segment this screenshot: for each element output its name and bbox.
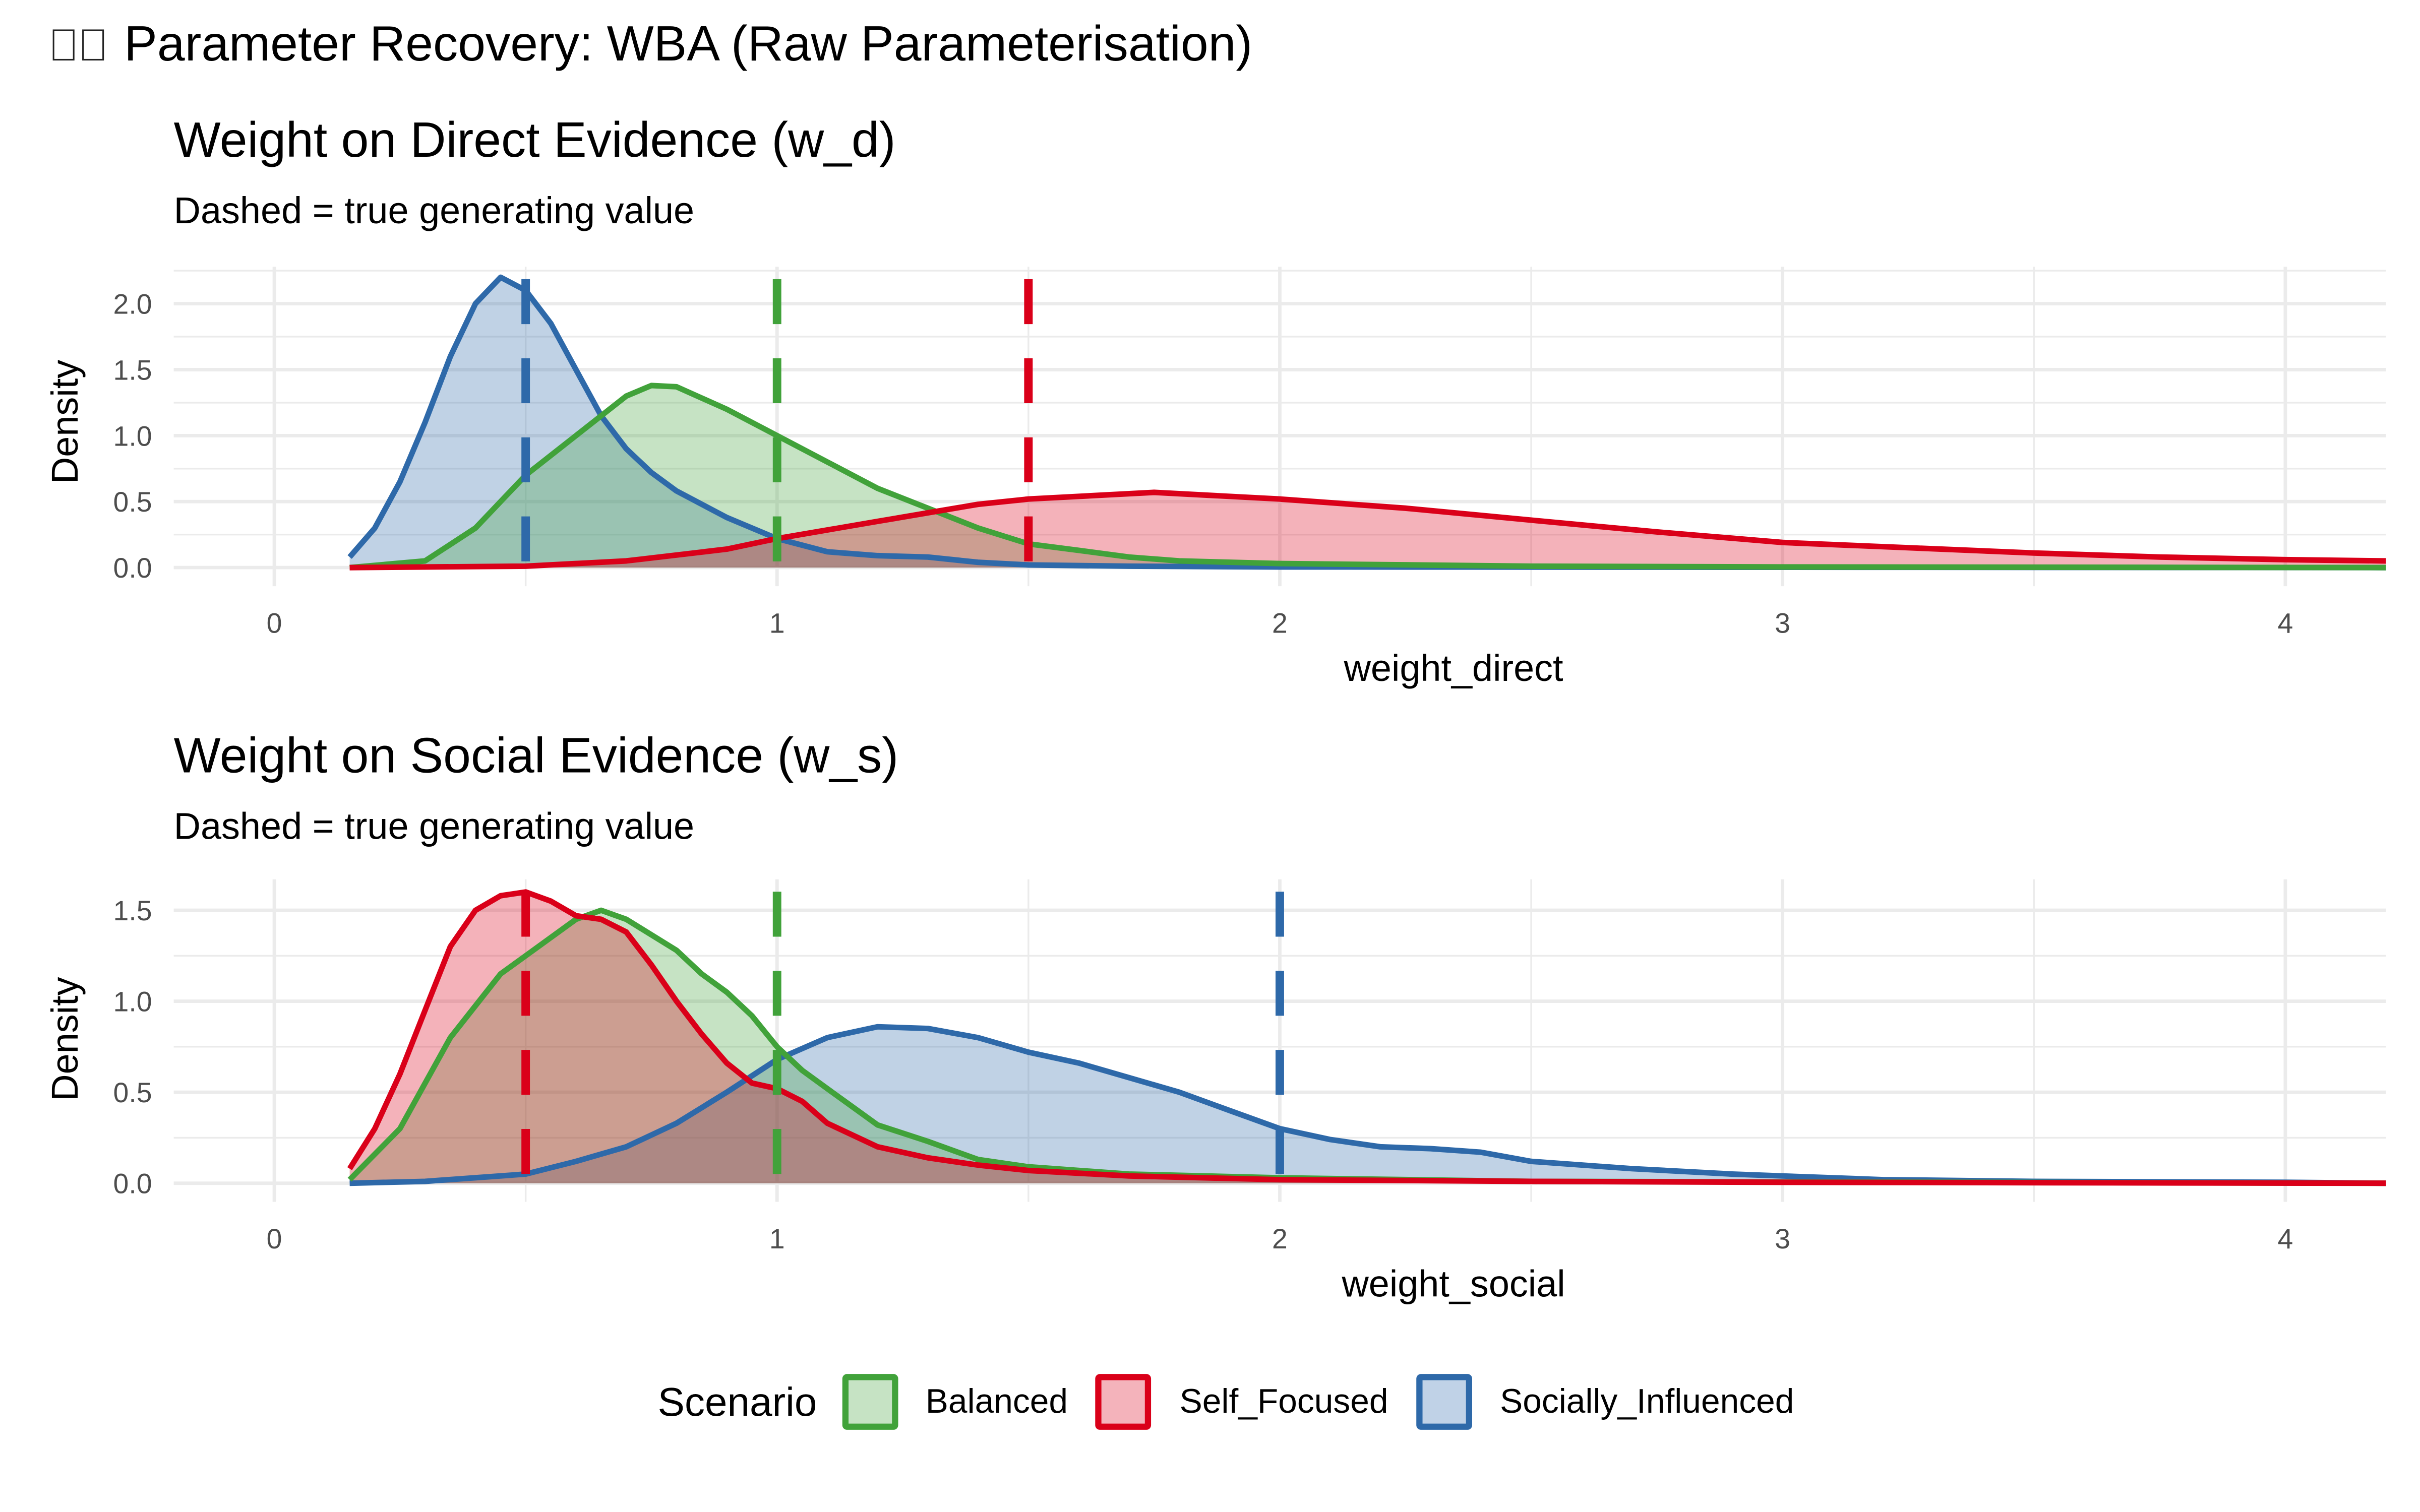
figure-title: Parameter Recovery: WBA (Raw Parameteris… xyxy=(52,15,1253,73)
x-axis-title: weight_social xyxy=(1341,1263,1565,1304)
x-tick-label: 4 xyxy=(2277,1223,2293,1254)
density-plot-social: 0.0 0.5 1.0 1.5 0 1 2 3 4 weight_social Density xyxy=(44,879,2386,1304)
x-tick-label: 1 xyxy=(769,1223,785,1254)
figure-title-text: Parameter Recovery: WBA (Raw Parameteris… xyxy=(124,15,1253,72)
legend-label-socially-influenced: Socially_Influenced xyxy=(1500,1381,1794,1421)
density-line-self-focused xyxy=(347,889,2386,1186)
true-value-lines xyxy=(521,279,1033,587)
x-tick-label: 0 xyxy=(267,607,282,639)
x-tick-label: 2 xyxy=(1272,607,1288,639)
density-lines xyxy=(347,274,2386,571)
y-axis-ticks: 0.0 0.5 1.0 1.5 2.0 xyxy=(113,289,152,584)
y-tick-label: 1.5 xyxy=(113,895,152,926)
legend-key-balanced xyxy=(841,1374,898,1430)
y-tick-label: 1.5 xyxy=(113,354,152,386)
y-axis-ticks: 0.0 0.5 1.0 1.5 xyxy=(113,895,152,1200)
legend-title: Scenario xyxy=(657,1377,817,1425)
x-axis-ticks: 0 1 2 3 4 xyxy=(267,607,2293,639)
density-area-self-focused xyxy=(349,892,2386,1183)
panel-subtitle-direct: Dashed = true generating value xyxy=(173,191,695,233)
density-area-socially-influenced xyxy=(349,1027,2386,1183)
panel-title-direct: Weight on Direct Evidence (w_d) xyxy=(173,111,896,168)
density-line-self-focused xyxy=(349,489,2386,571)
legend-label-self-focused: Self_Focused xyxy=(1179,1381,1388,1421)
density-line-socially-influenced xyxy=(347,274,2386,571)
density-plot-direct: 0.0 0.5 1.0 1.5 2.0 0 1 2 3 4 weight_direct Density xyxy=(44,267,2386,689)
missing-glyph-icon xyxy=(52,28,112,60)
panel-subtitle-social: Dashed = true generating value xyxy=(173,806,695,849)
density-line-socially-influenced xyxy=(349,1024,2386,1186)
y-tick-label: 0.5 xyxy=(113,486,152,518)
y-tick-label: 0.0 xyxy=(113,1168,152,1200)
x-tick-label: 3 xyxy=(1775,607,1790,639)
x-tick-label: 2 xyxy=(1272,1223,1288,1254)
density-fills xyxy=(349,892,2386,1183)
density-lines xyxy=(347,889,2386,1186)
legend: Scenario Balanced Self_Focused Socially_… xyxy=(658,1374,1822,1430)
y-axis-title: Density xyxy=(44,360,86,484)
y-tick-label: 0.0 xyxy=(113,552,152,584)
legend-label-balanced: Balanced xyxy=(925,1381,1068,1421)
density-line-balanced xyxy=(347,907,2386,1186)
density-area-balanced xyxy=(349,910,2386,1183)
y-tick-label: 1.0 xyxy=(113,986,152,1018)
y-axis-title: Density xyxy=(44,977,86,1101)
x-tick-label: 0 xyxy=(267,1223,282,1254)
legend-key-self-focused xyxy=(1096,1374,1152,1430)
y-tick-label: 2.0 xyxy=(113,289,152,320)
density-line-balanced xyxy=(349,383,2386,571)
y-tick-label: 0.5 xyxy=(113,1077,152,1108)
x-tick-label: 3 xyxy=(1775,1223,1790,1254)
x-axis-title: weight_direct xyxy=(1344,647,1563,689)
x-axis-ticks: 0 1 2 3 4 xyxy=(267,1223,2293,1254)
true-value-lines xyxy=(521,892,1284,1202)
x-tick-label: 4 xyxy=(2277,607,2293,639)
legend-key-socially-influenced xyxy=(1416,1374,1472,1430)
panel-title-social: Weight on Social Evidence (w_s) xyxy=(173,727,899,783)
density-area-socially-influenced xyxy=(349,277,2386,568)
x-tick-label: 1 xyxy=(769,607,785,639)
y-tick-label: 1.0 xyxy=(113,420,152,452)
